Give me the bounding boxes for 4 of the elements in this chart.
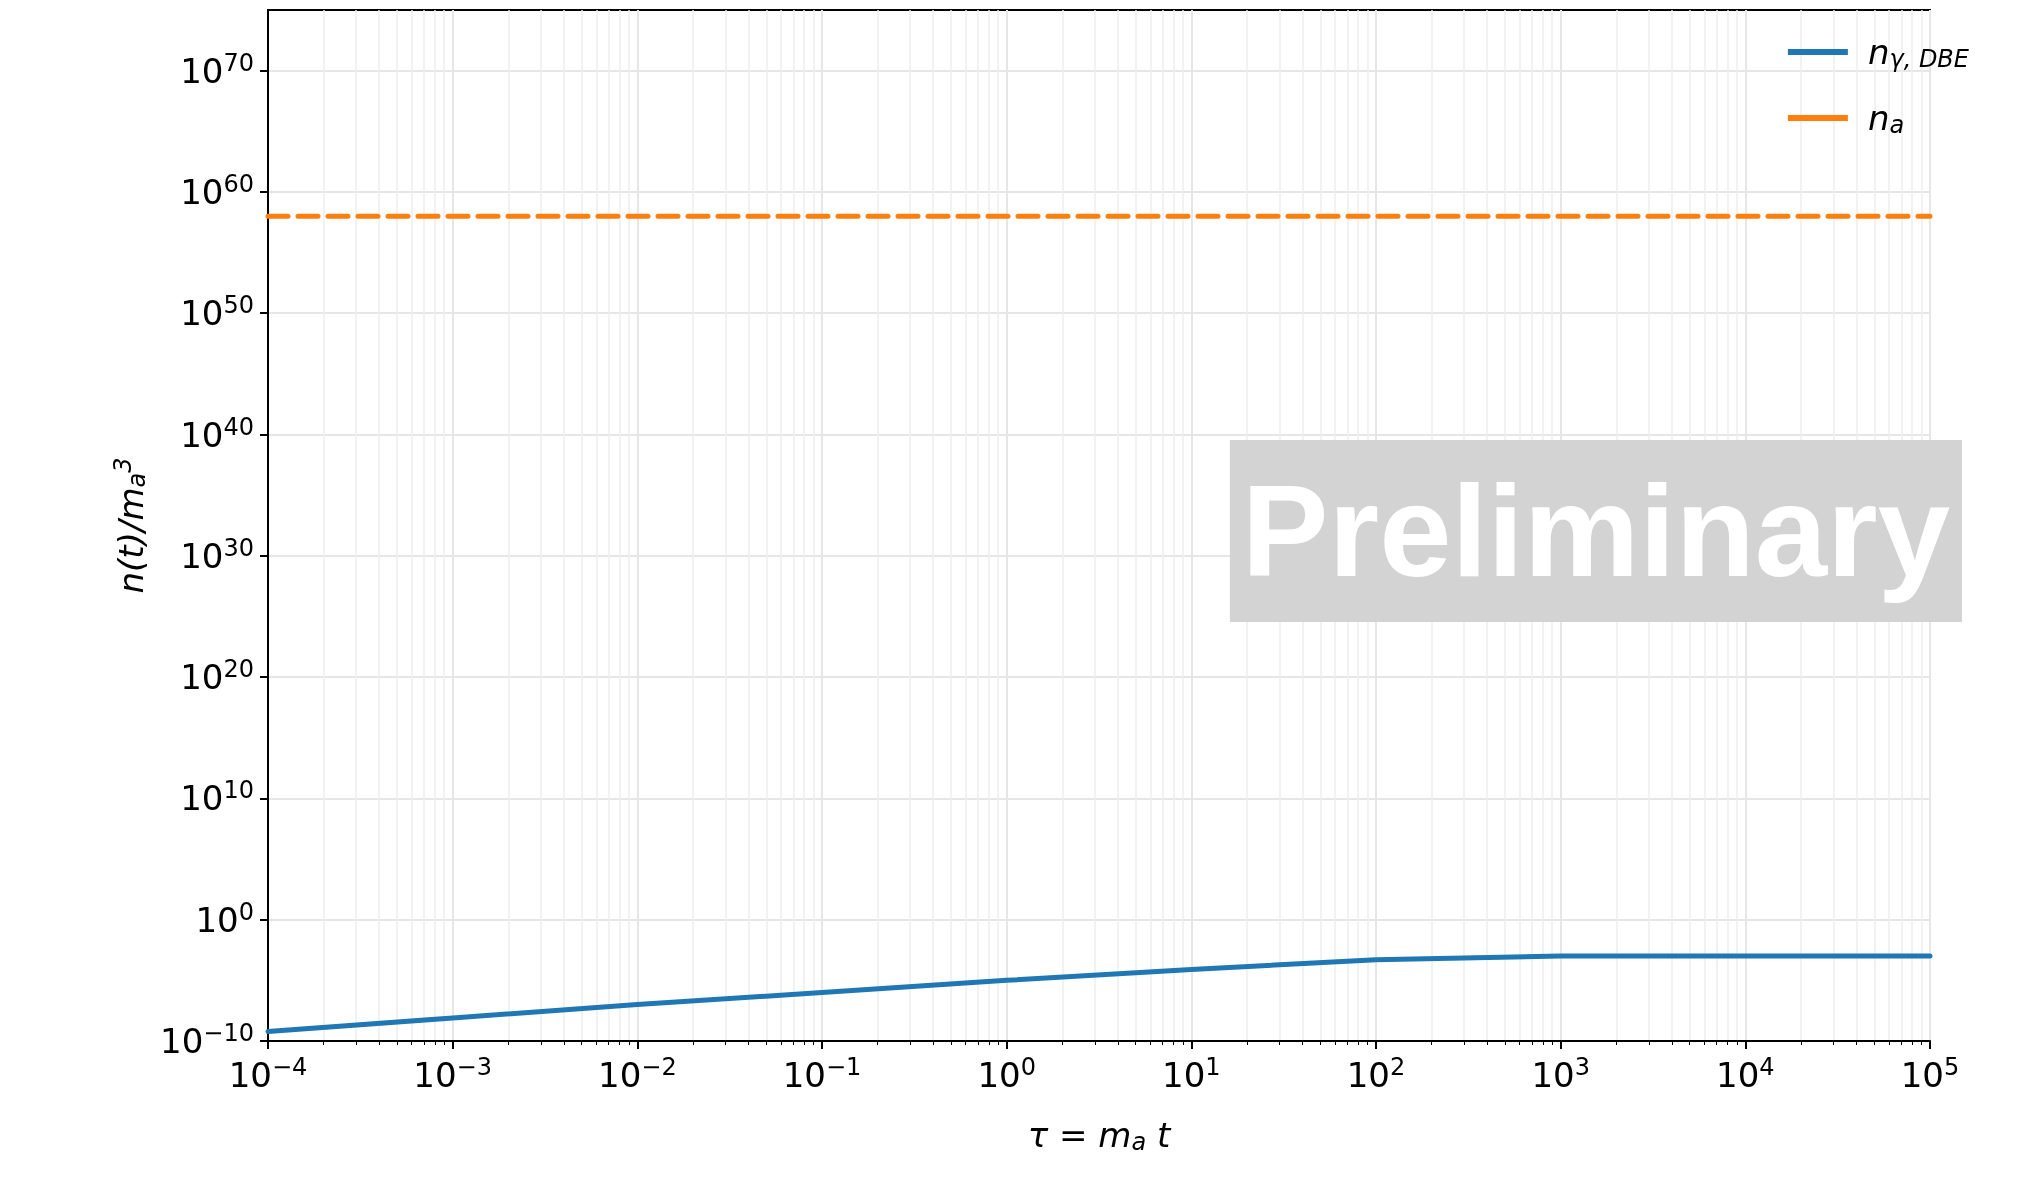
legend-label: nγ, DBE xyxy=(1867,32,1970,73)
legend-label: na xyxy=(1867,98,1905,139)
y-axis-title: n(t)/ma3 xyxy=(109,457,152,594)
x-axis-title: τ = ma t xyxy=(1027,1115,1172,1156)
